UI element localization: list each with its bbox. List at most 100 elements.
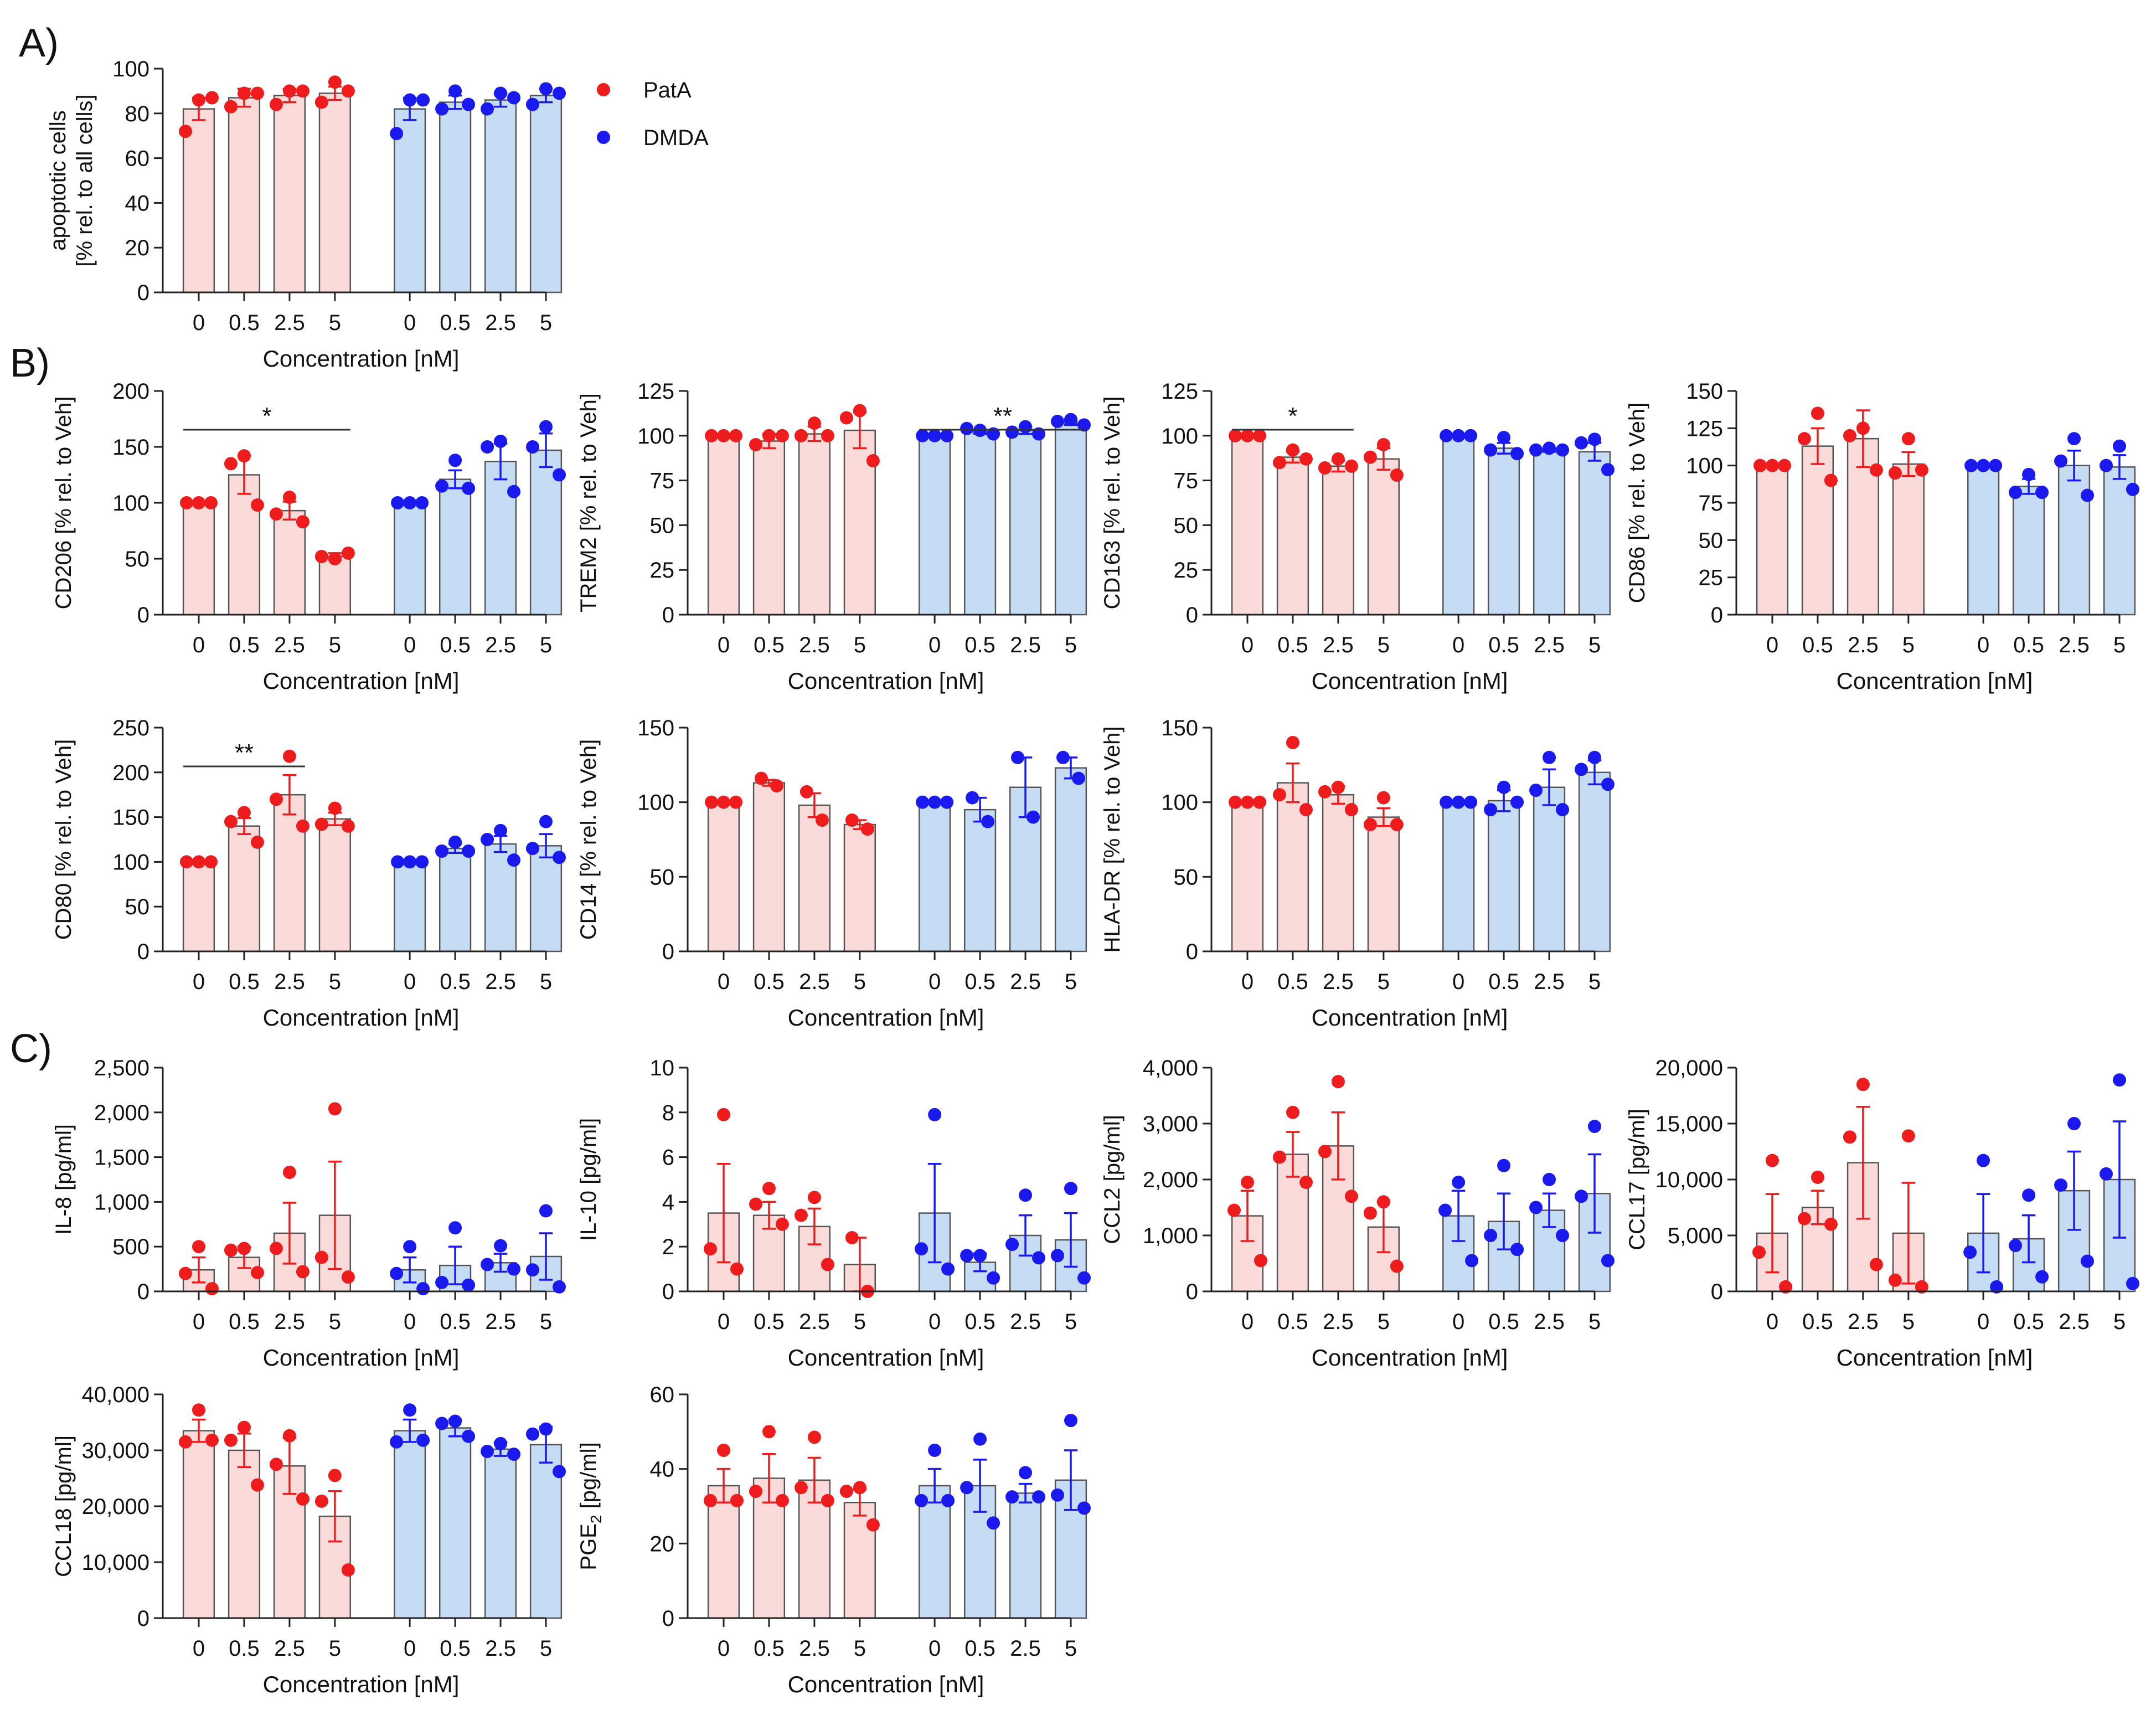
data-point	[1376, 437, 1390, 451]
x-axis-label: Concentration [nM]	[1837, 1345, 2033, 1371]
panel-letter-a: A)	[19, 21, 59, 65]
bar	[1231, 435, 1264, 616]
x-tick-label: 5	[854, 1310, 866, 1334]
y-axis-label: CD14 [% rel. to Veh]	[576, 739, 601, 940]
x-tick-label: 5	[854, 633, 866, 657]
x-axis-label: Concentration [nM]	[788, 668, 984, 694]
y-tick-label: 50	[125, 547, 150, 571]
x-tick-label: 0.5	[1277, 633, 1308, 657]
y-tick-label: 40	[125, 191, 150, 215]
x-tick-label: 5	[1378, 970, 1390, 994]
data-point	[224, 1433, 238, 1447]
data-point	[526, 440, 539, 454]
data-point	[1272, 1150, 1286, 1164]
x-tick-label: 5	[1065, 633, 1077, 657]
y-tick-label: 0	[137, 940, 149, 964]
data-point	[526, 842, 539, 856]
y-axis-label: CD163 [% rel. to Veh]	[1100, 396, 1125, 610]
y-tick-label: 4	[662, 1190, 674, 1214]
data-point	[494, 1239, 508, 1253]
bar	[1276, 456, 1309, 616]
data-point	[704, 429, 718, 442]
significance-label: **	[993, 403, 1012, 430]
bar	[1231, 801, 1264, 952]
bar	[439, 478, 472, 616]
bar	[182, 1430, 215, 1619]
data-point	[448, 1221, 462, 1235]
data-point	[754, 771, 768, 785]
bar	[1967, 465, 2000, 616]
data-point	[866, 1518, 880, 1532]
bar	[918, 801, 951, 952]
data-point	[341, 1270, 355, 1284]
data-point	[314, 817, 328, 831]
data-point	[507, 1448, 521, 1461]
data-point	[481, 833, 494, 846]
data-point	[928, 795, 942, 809]
bar	[1442, 435, 1475, 616]
data-point	[915, 1493, 929, 1507]
data-point	[539, 1204, 553, 1218]
data-point	[762, 1425, 776, 1439]
data-point	[1497, 431, 1511, 445]
data-point	[296, 819, 310, 833]
data-point	[1376, 791, 1390, 805]
data-point	[1252, 795, 1266, 809]
y-tick-label: 100	[1161, 424, 1198, 449]
data-point	[282, 749, 296, 763]
x-axis-label: Concentration [nM]	[263, 346, 460, 372]
data-point	[987, 1516, 1000, 1530]
x-tick-label: 5	[540, 311, 552, 335]
data-point	[839, 411, 853, 425]
y-tick-label: 50	[1699, 528, 1724, 553]
x-tick-label: 2.5	[1323, 1310, 1354, 1334]
data-point	[960, 1481, 974, 1495]
data-point	[853, 404, 866, 418]
y-tick-label: 50	[125, 895, 150, 919]
data-point	[1575, 436, 1588, 450]
data-point	[237, 1242, 251, 1255]
x-tick-label: 2.5	[485, 1636, 516, 1661]
data-point	[1915, 1280, 1928, 1294]
y-tick-label: 2,500	[94, 1056, 149, 1080]
data-point	[1344, 803, 1358, 817]
x-tick-label: 0.5	[1802, 633, 1833, 657]
y-tick-label: 20	[650, 1532, 675, 1556]
x-tick-label: 5	[1588, 970, 1601, 994]
data-point	[341, 819, 355, 833]
x-tick-label: 2.5	[485, 970, 516, 994]
data-point	[553, 1280, 566, 1294]
x-tick-label: 2.5	[485, 633, 516, 657]
y-axis-label: apoptotic cells	[46, 110, 70, 250]
data-point	[1019, 1188, 1033, 1202]
data-point	[2113, 439, 2126, 453]
data-point	[390, 1435, 404, 1449]
y-tick-label: 60	[650, 1383, 675, 1407]
y-tick-label: 50	[1174, 513, 1199, 538]
data-point	[1484, 443, 1498, 457]
data-point	[2035, 1270, 2049, 1284]
data-point	[494, 86, 508, 100]
data-point	[282, 84, 296, 98]
data-point	[1318, 1145, 1332, 1158]
data-point	[1344, 459, 1358, 473]
data-point	[237, 1420, 251, 1434]
panel-letter-c: C)	[10, 1027, 52, 1071]
x-tick-label: 5	[329, 1310, 341, 1334]
data-point	[224, 457, 238, 471]
data-point	[494, 823, 508, 837]
data-point	[435, 844, 449, 858]
data-point	[2067, 1117, 2081, 1130]
data-point	[416, 1433, 430, 1447]
data-point	[1588, 750, 1601, 764]
bar	[918, 435, 951, 616]
x-tick-label: 0.5	[229, 311, 260, 335]
data-point	[1977, 1153, 1990, 1167]
x-tick-label: 0.5	[1802, 1310, 1833, 1334]
data-point	[314, 549, 328, 563]
data-point	[448, 454, 462, 467]
x-tick-label: 0.5	[2013, 1310, 2044, 1334]
bar	[273, 509, 306, 616]
